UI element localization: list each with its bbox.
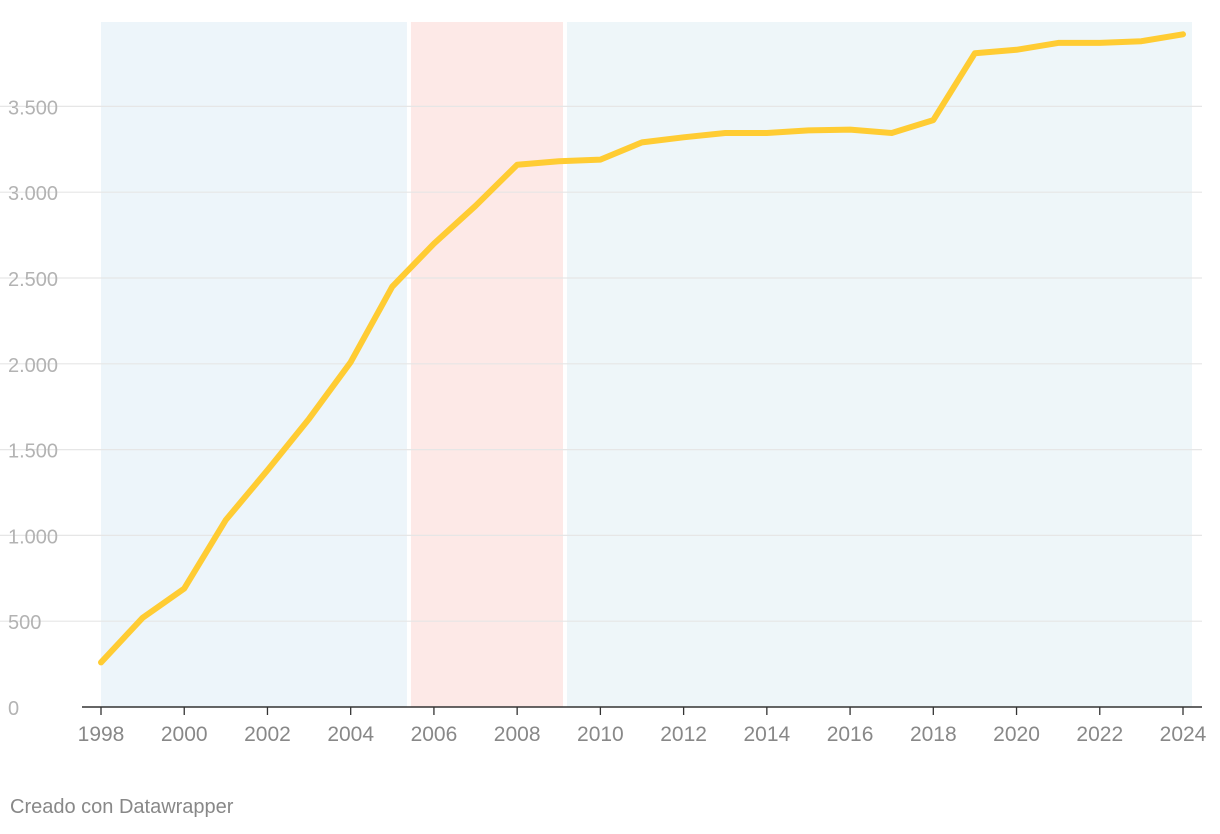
x-tick-label: 2016 [827,723,874,746]
x-tick-label: 2012 [660,723,707,746]
shaded-band-1 [101,22,407,707]
x-tick-label: 2018 [910,723,957,746]
x-tick-label: 2008 [494,723,541,746]
x-axis-ticks [100,707,1184,715]
x-tick-label: 2002 [244,723,291,746]
x-tick-label: 2024 [1160,723,1207,746]
gridlines [0,105,1202,622]
x-tick-label: 2014 [743,723,790,746]
y-tick-label: 2.000 [8,355,58,377]
y-tick-label: 500 [8,612,41,634]
x-tick-label: 2020 [993,723,1040,746]
shaded-band-3 [567,22,1192,707]
shaded-periods [101,22,1192,707]
x-tick-label: 2006 [411,723,458,746]
shaded-band-2 [410,22,564,707]
x-tick-label: 1998 [78,723,125,746]
y-tick-label: 2.500 [8,269,58,291]
x-tick-label: 2022 [1076,723,1123,746]
x-tick-label: 2004 [327,723,374,746]
y-tick-label: 0 [8,698,19,720]
y-tick-label: 1.500 [8,441,58,463]
x-tick-label: 2000 [161,723,208,746]
data-series [98,31,1186,666]
x-axis-labels: 1998 2000 2002 2004 2006 2008 2010 2012 2014 2016… [78,723,1207,746]
y-tick-label: 3.000 [8,183,58,205]
credit-text: Creado con Datawrapper [10,796,234,818]
x-tick-label: 2010 [577,723,624,746]
y-tick-label: 1.000 [8,526,58,548]
series-line-1 [98,31,1186,666]
y-axis-labels: 0 500 1.000 1.500 2.000 2.500 3.000 3.500 [8,97,58,720]
y-tick-label: 3.500 [8,97,58,119]
